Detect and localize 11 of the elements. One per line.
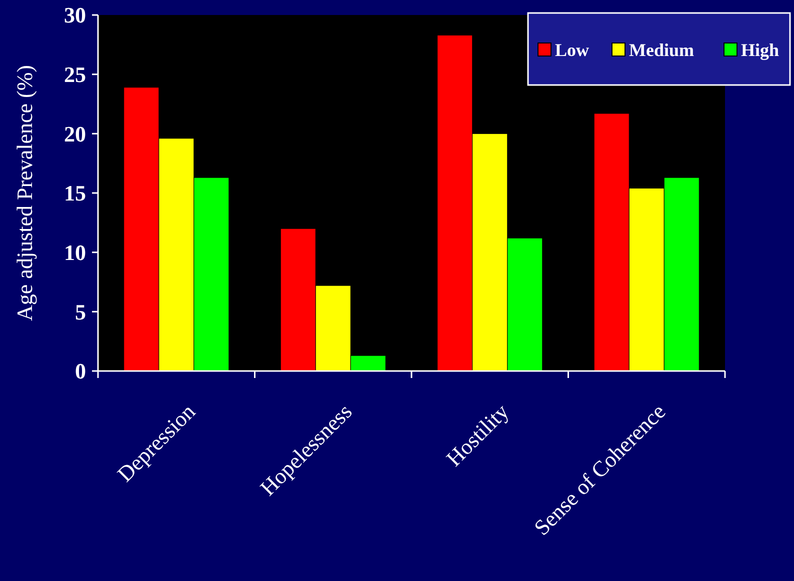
y-tick-label: 15: [64, 180, 86, 206]
y-tick-label: 5: [75, 299, 86, 324]
legend-label: Low: [555, 40, 590, 60]
legend-label: Medium: [629, 40, 694, 60]
y-axis-title: Age adjusted Prevalence (%): [12, 65, 37, 321]
y-tick-label: 0: [75, 358, 86, 384]
y-tick-label: 30: [64, 2, 86, 28]
y-tick-label: 20: [64, 121, 86, 146]
legend-label: High: [741, 40, 780, 60]
y-tick-label: 10: [64, 240, 86, 266]
y-tick-label: 25: [64, 62, 86, 88]
